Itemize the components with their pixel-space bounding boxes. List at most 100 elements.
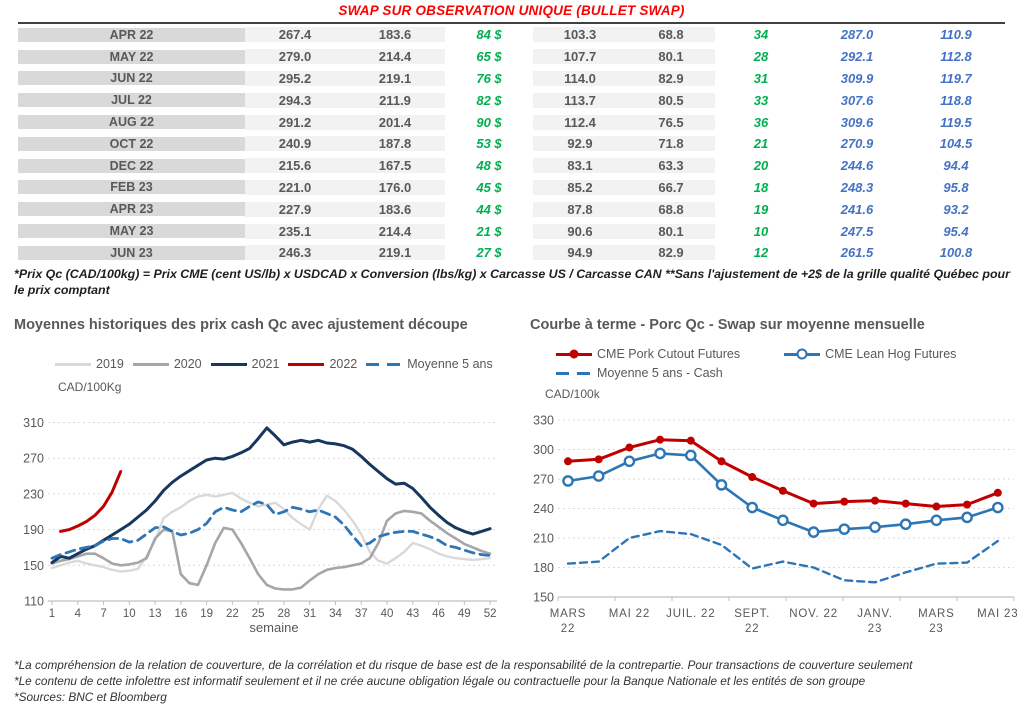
value-cell: 10 bbox=[753, 223, 769, 239]
axis-tick-label: 240 bbox=[533, 502, 554, 516]
value-cell: 103.3 bbox=[533, 27, 627, 43]
left-chart-legend: 2019 2020 2021 2022 Moyenne 5 ans bbox=[55, 357, 493, 371]
month-cell: FEB 23 bbox=[18, 180, 245, 195]
month-cell: MAY 22 bbox=[18, 49, 245, 64]
data-point-marker bbox=[930, 514, 943, 527]
value-cell: 287.0 bbox=[840, 27, 874, 43]
data-point-marker bbox=[993, 488, 1002, 497]
left-chart-unit-label: CAD/100Kg bbox=[58, 380, 122, 394]
table-row: JUL 22 294.3 211.9 82 $ 113.7 80.5 33 307.6 118.… bbox=[18, 89, 1005, 111]
value-cell: 183.6 bbox=[345, 27, 445, 43]
axis-tick-label: 300 bbox=[533, 443, 554, 457]
value-cell: 309.6 bbox=[840, 114, 874, 130]
series-line-2021 bbox=[50, 426, 492, 565]
value-cell: 90 $ bbox=[476, 114, 502, 130]
value-cell: 34 bbox=[753, 27, 769, 43]
value-cell: 71.8 bbox=[627, 136, 715, 152]
series-line-2019 bbox=[50, 491, 492, 573]
axis-tick-label: 22 bbox=[561, 623, 575, 635]
axis-tick-label: 40 bbox=[381, 608, 394, 620]
table-row: MAY 22 279.0 214.4 65 $ 107.7 80.1 28 292.1 112.… bbox=[18, 46, 1005, 68]
axis-tick-label: 110 bbox=[24, 595, 44, 609]
month-cell: DEC 22 bbox=[18, 158, 245, 173]
value-cell: 187.8 bbox=[345, 136, 445, 152]
data-point-marker bbox=[746, 501, 758, 514]
value-cell: 12 bbox=[753, 245, 769, 261]
value-cell: 93.2 bbox=[943, 201, 969, 217]
axis-tick-label: 270 bbox=[533, 473, 554, 487]
legend-item-2021: 2021 bbox=[210, 357, 279, 371]
value-cell: 119.5 bbox=[940, 114, 972, 130]
footer-line: *La compréhension de la relation de couv… bbox=[14, 658, 913, 672]
axis-tick-label: 310 bbox=[23, 416, 44, 430]
legend-item-lean-hog: CME Lean Hog Futures bbox=[784, 347, 956, 361]
series-line-2022 bbox=[59, 470, 123, 533]
legend-label: 2022 bbox=[329, 357, 358, 371]
legend-label: Moyenne 5 ans - Cash bbox=[597, 366, 723, 380]
value-cell: 19 bbox=[753, 201, 769, 217]
table-row: APR 22 267.4 183.6 84 $ 103.3 68.8 34 287.0 110.… bbox=[18, 24, 1005, 46]
axis-tick-label: 23 bbox=[868, 623, 882, 635]
value-cell: 85.2 bbox=[533, 179, 627, 195]
month-cell: MAY 23 bbox=[18, 224, 245, 239]
axis-tick-label: 22 bbox=[226, 608, 239, 620]
axis-tick-label: MARS bbox=[918, 608, 954, 620]
value-cell: 219.1 bbox=[345, 245, 445, 261]
axis-tick-label: 16 bbox=[174, 608, 187, 620]
axis-tick-label: 13 bbox=[149, 608, 162, 620]
value-cell: 167.5 bbox=[345, 158, 445, 174]
axis-tick-label: SEPT. bbox=[734, 608, 770, 620]
data-point-marker bbox=[901, 499, 910, 508]
value-cell: 227.9 bbox=[245, 201, 345, 217]
axis-tick-label: 49 bbox=[458, 608, 471, 620]
table-row: OCT 22 240.9 187.8 53 $ 92.9 71.8 21 270.9 104.5 bbox=[18, 133, 1005, 155]
series-line-moyenne-5-ans bbox=[50, 500, 492, 560]
axis-tick-label: 270 bbox=[23, 452, 44, 466]
value-cell: 294.3 bbox=[245, 92, 345, 108]
legend-line-swatch bbox=[556, 371, 592, 375]
value-cell: 295.2 bbox=[245, 70, 345, 86]
table-footnote: *Prix Qc (CAD/100kg) = Prix CME (cent US… bbox=[14, 267, 1010, 297]
axis-tick-label: 150 bbox=[23, 559, 44, 573]
data-point-marker bbox=[592, 470, 605, 482]
value-cell: 247.5 bbox=[840, 223, 874, 239]
value-cell: 183.6 bbox=[345, 201, 445, 217]
value-cell: 48 $ bbox=[476, 158, 502, 174]
axis-tick-label: 4 bbox=[75, 608, 82, 620]
axis-tick-label: 210 bbox=[533, 532, 554, 546]
value-cell: 219.1 bbox=[345, 70, 445, 86]
axis-tick-label: 37 bbox=[355, 608, 368, 620]
value-cell: 21 $ bbox=[476, 223, 502, 239]
value-cell: 92.9 bbox=[533, 136, 627, 152]
right-chart-unit-label: CAD/100k bbox=[545, 387, 600, 401]
data-point-marker bbox=[684, 449, 697, 462]
value-cell: 28 bbox=[753, 49, 769, 65]
axis-tick-label: NOV. 22 bbox=[789, 608, 838, 620]
value-cell: 291.2 bbox=[245, 114, 345, 130]
axis-tick-label: 52 bbox=[484, 608, 497, 620]
value-cell: 82.9 bbox=[627, 245, 715, 261]
axis-tick-label: 34 bbox=[329, 608, 342, 620]
series-line-moyenne-5-ans---cash bbox=[566, 529, 999, 584]
legend-line-swatch bbox=[132, 362, 169, 366]
value-cell: 176.0 bbox=[345, 179, 445, 195]
value-cell: 83.1 bbox=[533, 158, 627, 174]
month-cell: AUG 22 bbox=[18, 115, 245, 130]
data-point-marker bbox=[594, 455, 603, 464]
open-circle-icon bbox=[796, 348, 808, 360]
value-cell: 27 $ bbox=[476, 245, 502, 261]
legend-line-swatch bbox=[55, 362, 91, 366]
data-point-marker bbox=[623, 455, 636, 468]
left-chart: 110 150 190 230 270 310 1 4 7 10 13 16 19 22 25 28 31 34 3… bbox=[23, 416, 497, 635]
value-cell: 112.8 bbox=[940, 49, 972, 65]
axis-tick-label: 10 bbox=[123, 608, 136, 620]
axis-tick-label: 28 bbox=[278, 608, 291, 620]
value-cell: 82.9 bbox=[627, 70, 715, 86]
axis-tick-label: 25 bbox=[252, 608, 265, 620]
data-point-marker bbox=[838, 523, 851, 535]
value-cell: 292.1 bbox=[840, 49, 874, 65]
month-cell: JUN 22 bbox=[18, 71, 245, 86]
page-title: SWAP SUR OBSERVATION UNIQUE (BULLET SWAP… bbox=[338, 3, 685, 18]
value-cell: 45 $ bbox=[476, 179, 502, 195]
value-cell: 110.9 bbox=[940, 27, 972, 43]
